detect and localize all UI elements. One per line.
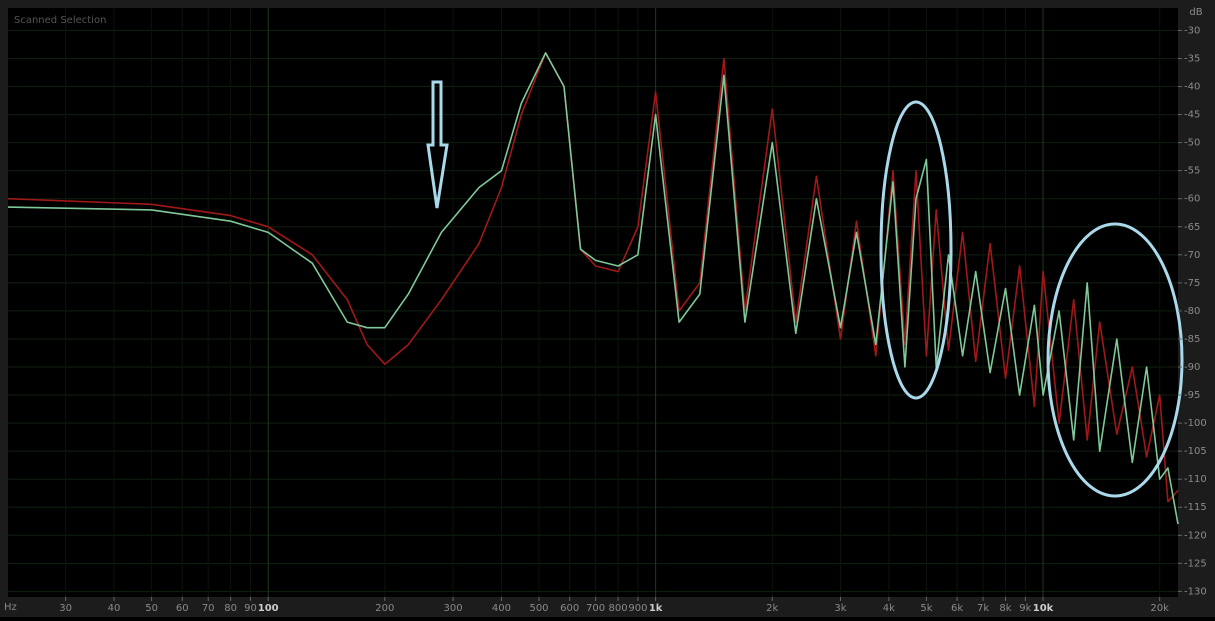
x-unit: Hz [4, 602, 17, 613]
annotations [426, 80, 1184, 498]
y-tick-label: -60 [1184, 194, 1200, 205]
y-tick-label: -45 [1184, 110, 1200, 121]
x-tick-label: 100 [258, 603, 279, 614]
x-tick-label: 900 [628, 603, 647, 614]
y-tick-label: -30 [1184, 25, 1200, 36]
y-tick-label: -105 [1184, 446, 1207, 457]
y-tick-label: -120 [1184, 530, 1207, 541]
y-tick-label: -65 [1184, 222, 1200, 233]
y-tick-label: -75 [1184, 278, 1200, 289]
y-tick-label: -110 [1184, 474, 1207, 485]
y-tick-label: -130 [1184, 586, 1207, 597]
ellipse [1046, 222, 1184, 498]
x-tick-label: 300 [444, 603, 463, 614]
y-tick-label: -100 [1184, 418, 1207, 429]
x-tick-label: 5k [920, 603, 932, 614]
x-tick-label: 90 [244, 603, 257, 614]
x-tick-label: 500 [529, 603, 548, 614]
x-tick-label: 20k [1150, 603, 1169, 614]
lines [7, 52, 1179, 525]
y-tick-label: -80 [1184, 306, 1200, 317]
x-tick-label: 40 [108, 603, 121, 614]
y-tick-label: -85 [1184, 334, 1200, 345]
x-tick-label: 9k [1019, 603, 1031, 614]
series-line [7, 52, 1179, 503]
x-tick-label: 700 [586, 603, 605, 614]
x-tick-label: 2k [766, 603, 778, 614]
y-tick-label: -35 [1184, 53, 1200, 64]
y-tick-label: -70 [1184, 250, 1200, 261]
x-tick-label: 8k [999, 603, 1011, 614]
x-tick-label: 4k [883, 603, 895, 614]
y-tick-label: -125 [1184, 558, 1207, 569]
x-tick-label: 400 [492, 603, 511, 614]
y-tick-label: -40 [1184, 82, 1200, 93]
x-tick-label: 6k [951, 603, 963, 614]
x-tick-label: 10k [1033, 603, 1054, 614]
y-tick-label: -90 [1184, 362, 1200, 373]
series-line [7, 52, 1179, 525]
x-tick-label: 200 [375, 603, 394, 614]
x-tick-label: 3k [834, 603, 846, 614]
x-tick-label: 800 [609, 603, 628, 614]
x-tick-label: 1k [649, 603, 663, 614]
y-tick-label: -50 [1184, 138, 1200, 149]
ellipse [879, 100, 953, 400]
y-unit: dB [1189, 7, 1202, 18]
x-tick-label: 600 [560, 603, 579, 614]
x-tick-label: 60 [176, 603, 189, 614]
y-tick-label: -115 [1184, 502, 1207, 513]
chart-title: Scanned Selection [14, 15, 106, 26]
x-tick-label: 80 [224, 603, 237, 614]
y-tick-label: -95 [1184, 390, 1200, 401]
grid [8, 8, 1178, 597]
x-tick-label: 50 [145, 603, 158, 614]
x-tick-label: 7k [977, 603, 989, 614]
y-tick-label: -55 [1184, 166, 1200, 177]
x-tick-label: 70 [202, 603, 215, 614]
arrow [426, 80, 449, 209]
x-tick-label: 30 [59, 603, 72, 614]
